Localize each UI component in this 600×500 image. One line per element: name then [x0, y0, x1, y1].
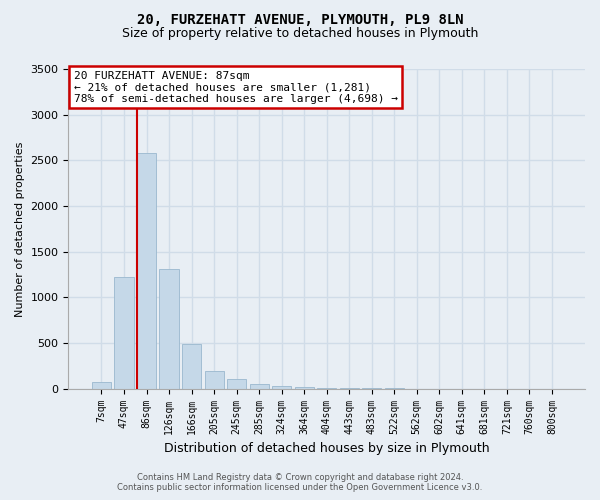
Text: Size of property relative to detached houses in Plymouth: Size of property relative to detached ho… [122, 28, 478, 40]
Text: 20 FURZEHATT AVENUE: 87sqm
← 21% of detached houses are smaller (1,281)
78% of s: 20 FURZEHATT AVENUE: 87sqm ← 21% of deta… [74, 70, 398, 104]
Bar [227, 379, 246, 388]
Text: 20, FURZEHATT AVENUE, PLYMOUTH, PL9 8LN: 20, FURZEHATT AVENUE, PLYMOUTH, PL9 8LN [137, 12, 463, 26]
Bar [160, 269, 179, 388]
Y-axis label: Number of detached properties: Number of detached properties [15, 141, 25, 316]
Bar [115, 278, 134, 388]
Bar [272, 386, 291, 388]
Bar [182, 344, 201, 389]
Bar [205, 372, 224, 388]
Bar [250, 384, 269, 388]
Bar [92, 382, 111, 388]
Bar [295, 387, 314, 388]
Bar [137, 153, 156, 388]
X-axis label: Distribution of detached houses by size in Plymouth: Distribution of detached houses by size … [164, 442, 490, 455]
Text: Contains HM Land Registry data © Crown copyright and database right 2024.
Contai: Contains HM Land Registry data © Crown c… [118, 473, 482, 492]
